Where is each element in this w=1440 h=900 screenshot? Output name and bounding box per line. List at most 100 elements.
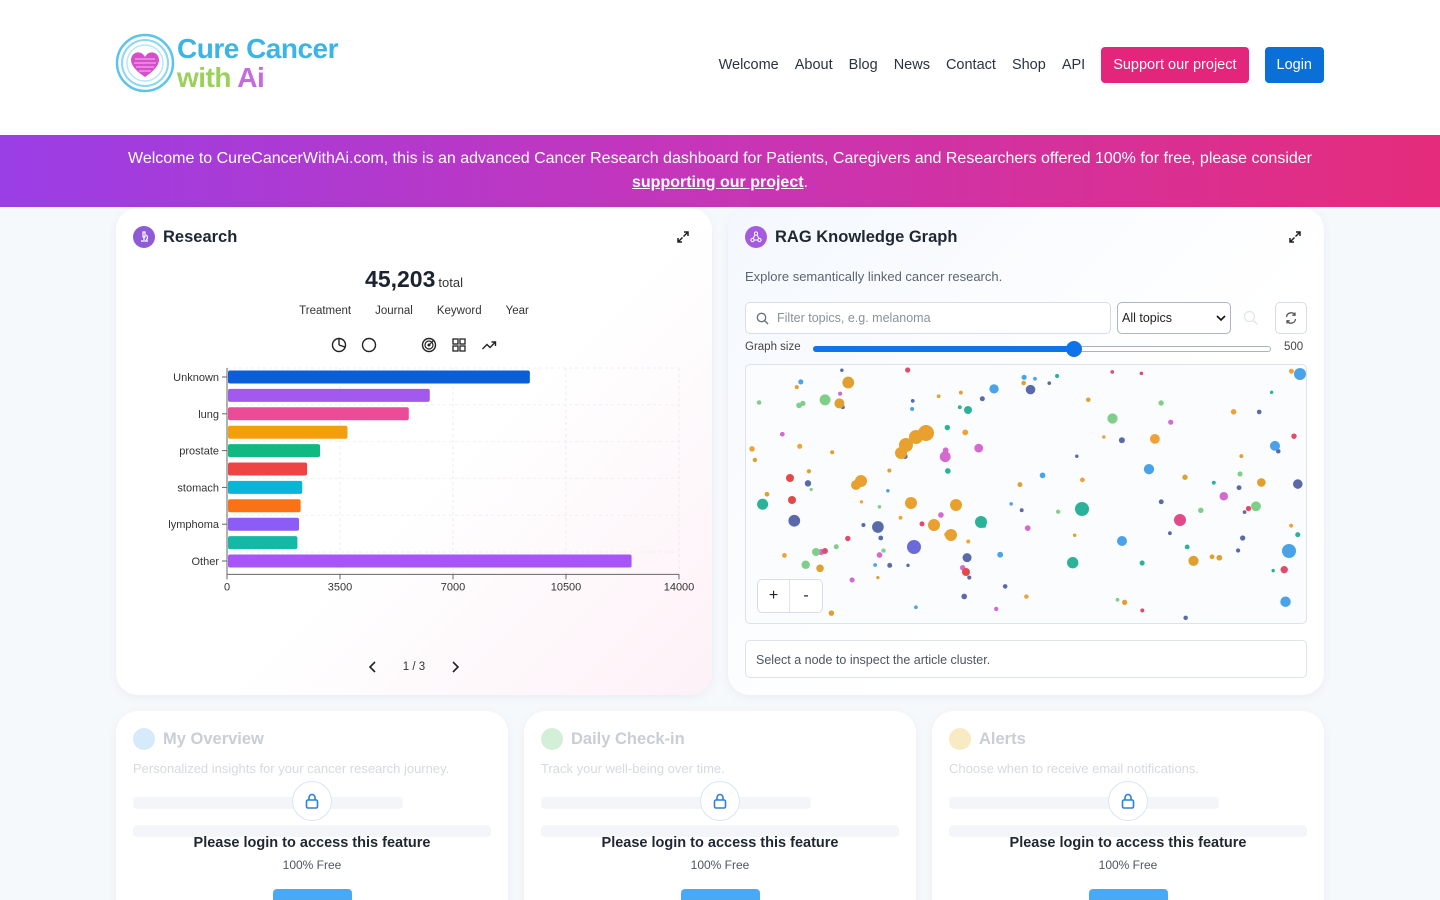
graph-size-slider[interactable] [813, 341, 1271, 357]
graph-node[interactable] [749, 446, 755, 452]
graph-node[interactable] [1002, 584, 1008, 589]
graph-node[interactable] [794, 385, 799, 390]
graph-node[interactable] [788, 514, 801, 527]
graph-node[interactable] [1257, 478, 1266, 487]
donut-chart-icon[interactable] [360, 336, 378, 354]
graph-node[interactable] [861, 523, 866, 528]
graph-node[interactable] [1009, 502, 1013, 506]
support-project-link[interactable]: supporting our project [632, 174, 804, 191]
graph-node[interactable] [1269, 440, 1280, 451]
search-icon[interactable] [1242, 309, 1260, 327]
graph-node[interactable] [1174, 514, 1186, 526]
graph-node[interactable] [878, 535, 884, 541]
tab-year[interactable]: Year [505, 305, 529, 317]
graph-node[interactable] [975, 516, 987, 528]
graph-node[interactable] [1117, 536, 1127, 546]
topic-select[interactable]: All topics [1117, 302, 1231, 334]
graph-node[interactable] [997, 551, 1004, 558]
login-cta-button[interactable] [273, 889, 352, 900]
graph-node[interactable] [1188, 555, 1199, 566]
graph-node[interactable] [1291, 433, 1297, 439]
graph-node[interactable] [1235, 548, 1241, 553]
nav-welcome[interactable]: Welcome [718, 57, 779, 73]
graph-node[interactable] [958, 390, 963, 395]
graph-node[interactable] [1211, 480, 1216, 485]
graph-node[interactable] [989, 384, 999, 394]
graph-node[interactable] [994, 606, 999, 612]
expand-icon[interactable] [1288, 230, 1302, 244]
graph-node[interactable] [1039, 472, 1046, 479]
graph-node[interactable] [1271, 568, 1275, 573]
graph-node[interactable] [962, 429, 969, 436]
graph-node[interactable] [806, 469, 812, 474]
graph-node[interactable] [752, 457, 758, 463]
graph-node[interactable] [797, 443, 803, 449]
graph-node[interactable] [1182, 474, 1188, 480]
graph-node[interactable] [1107, 413, 1118, 424]
graph-node[interactable] [1294, 368, 1306, 380]
graph-node[interactable] [1139, 560, 1145, 566]
graph-node[interactable] [834, 398, 845, 409]
graph-node[interactable] [1102, 435, 1106, 439]
graph-node[interactable] [1075, 454, 1079, 458]
refresh-button[interactable] [1275, 302, 1307, 334]
graph-node[interactable] [873, 563, 878, 567]
graph-node[interactable] [756, 400, 762, 405]
graph-node[interactable] [1184, 544, 1190, 550]
graph-node[interactable] [1115, 597, 1120, 602]
graph-node[interactable] [1055, 373, 1060, 379]
graph-node[interactable] [812, 548, 820, 556]
graph-node[interactable] [1072, 533, 1077, 537]
graph-node[interactable] [1282, 544, 1296, 558]
graph-node[interactable] [944, 468, 951, 474]
graph-node[interactable] [876, 552, 883, 558]
graph-node[interactable] [1240, 535, 1246, 541]
graph-node[interactable] [764, 491, 770, 497]
graph-node[interactable] [1033, 376, 1037, 381]
graph-node[interactable] [1256, 409, 1262, 415]
graph-node[interactable] [881, 548, 886, 553]
graph-node[interactable] [979, 396, 985, 402]
graph-node[interactable] [919, 521, 925, 527]
graph-node[interactable] [838, 391, 843, 396]
graph-node[interactable] [1219, 492, 1229, 501]
chevron-right-icon[interactable] [443, 658, 467, 676]
graph-node[interactable] [833, 544, 839, 550]
graph-node[interactable] [816, 564, 824, 573]
graph-node[interactable] [1021, 374, 1027, 380]
graph-node[interactable] [1143, 463, 1155, 475]
graph-node[interactable] [1236, 485, 1242, 491]
graph-node[interactable] [939, 451, 951, 463]
topic-search-input[interactable] [777, 311, 1077, 325]
graph-node[interactable] [757, 498, 769, 510]
nav-contact[interactable]: Contact [945, 57, 996, 73]
graph-node[interactable] [1080, 477, 1085, 483]
graph-node[interactable] [877, 504, 882, 509]
graph-node[interactable] [1295, 532, 1301, 538]
graph-node[interactable] [1118, 437, 1125, 444]
graph-node[interactable] [1237, 471, 1243, 477]
graph-node[interactable] [800, 400, 806, 407]
login-cta-button[interactable] [1089, 889, 1168, 900]
graph-node[interactable] [905, 497, 917, 509]
graph-node[interactable] [1293, 479, 1303, 489]
graph-node[interactable] [1056, 509, 1061, 514]
graph-node[interactable] [851, 480, 861, 490]
graph-node[interactable] [809, 487, 813, 492]
graph-node[interactable] [1209, 554, 1215, 560]
graph-node[interactable] [1047, 381, 1052, 385]
graph-node[interactable] [918, 425, 934, 441]
graph-node[interactable] [944, 424, 951, 431]
graph-node[interactable] [887, 468, 892, 473]
graph-node[interactable] [962, 568, 970, 576]
tab-journal[interactable]: Journal [375, 305, 413, 317]
expand-icon[interactable] [676, 230, 690, 244]
radar-chart-icon[interactable] [420, 336, 438, 354]
graph-node[interactable] [957, 405, 962, 410]
graph-node[interactable] [1216, 554, 1223, 561]
graph-node[interactable] [798, 379, 804, 385]
graph-node[interactable] [1242, 510, 1247, 514]
tab-treatment[interactable]: Treatment [299, 305, 352, 317]
graph-node[interactable] [1158, 499, 1164, 505]
graph-node[interactable] [910, 399, 915, 403]
